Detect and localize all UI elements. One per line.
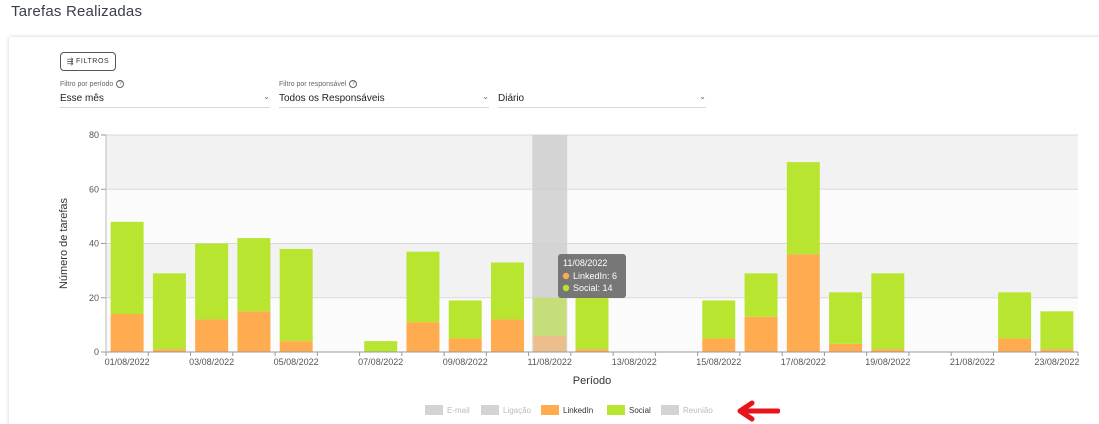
x-tick-label: 05/08/2022 [274, 357, 319, 367]
legend-label: Ligação [503, 406, 532, 415]
sliders-icon: ⇶ [66, 56, 75, 66]
period-select[interactable]: Esse mês ⌄ [60, 92, 270, 108]
legend-swatch-social [607, 405, 625, 415]
granularity-select[interactable]: Diário ⌄ [498, 92, 706, 108]
tooltip-box [558, 254, 626, 298]
bar-social-07/08/2022 [364, 341, 398, 352]
bar-social-17/08/2022 [786, 162, 820, 255]
legend-label: Reunião [683, 406, 713, 415]
tooltip-marker [562, 284, 570, 292]
responsible-select-value: Todos os Responsáveis [279, 93, 385, 104]
tooltip-title: 11/08/2022 [563, 258, 607, 268]
filters-button-label: FILTROS [76, 58, 110, 65]
x-tick-label: 15/08/2022 [696, 357, 741, 367]
period-filter-label: Filtro por período ? [60, 80, 125, 88]
bar-social-22/08/2022 [998, 292, 1032, 339]
bar-linkedin-08/08/2022 [406, 322, 440, 352]
y-tick-label: 40 [89, 239, 99, 249]
legend-swatch-ligação [481, 405, 499, 415]
bar-social-01/08/2022 [110, 221, 144, 315]
x-tick-label: 21/08/2022 [950, 357, 995, 367]
grid-band [106, 189, 1078, 244]
x-axis-title: Período [573, 375, 612, 387]
bar-linkedin-11/08/2022 [533, 335, 567, 352]
page-title: Tarefas Realizadas [11, 3, 143, 20]
bar-social-12/08/2022 [575, 297, 609, 350]
bar-linkedin-15/08/2022 [702, 338, 736, 352]
help-icon[interactable]: ? [349, 80, 358, 88]
bar-social-19/08/2022 [871, 273, 905, 350]
bar-linkedin-18/08/2022 [829, 343, 863, 352]
bar-linkedin-04/08/2022 [237, 311, 271, 352]
bar-linkedin-01/08/2022 [110, 314, 144, 352]
bar-linkedin-03/08/2022 [195, 319, 229, 352]
bar-linkedin-09/08/2022 [448, 338, 482, 352]
filters-button[interactable]: ⇶ FILTROS [60, 52, 116, 71]
bar-social-10/08/2022 [490, 262, 524, 320]
y-tick-label: 0 [94, 347, 99, 357]
tooltip-item: Social: 14 [573, 283, 613, 293]
legend-swatch-e-mail [425, 405, 443, 415]
x-tick-label: 07/08/2022 [358, 357, 403, 367]
bar-linkedin-19/08/2022 [871, 349, 905, 352]
legend-swatch-linkedin [541, 405, 559, 415]
bar-social-02/08/2022 [152, 273, 186, 350]
bar-linkedin-02/08/2022 [152, 349, 186, 352]
y-axis-title: Número de tarefas [58, 197, 70, 289]
legend-swatch-reunião [661, 405, 679, 415]
bar-social-11/08/2022 [533, 297, 567, 336]
bar-social-09/08/2022 [448, 300, 482, 339]
bar-social-03/08/2022 [195, 243, 229, 320]
grid-band [106, 135, 1078, 190]
bar-linkedin-12/08/2022 [575, 349, 609, 352]
chevron-down-icon: ⌄ [263, 92, 270, 101]
legend-label: LinkedIn [563, 406, 593, 415]
x-tick-label: 23/08/2022 [1034, 357, 1079, 367]
chevron-down-icon: ⌄ [482, 92, 489, 101]
bar-linkedin-23/08/2022 [1040, 349, 1074, 352]
bar-linkedin-10/08/2022 [490, 319, 524, 352]
red-arrow-annotation [737, 400, 780, 422]
tooltip-marker [562, 272, 570, 280]
y-tick-label: 60 [89, 184, 99, 194]
x-tick-label: 17/08/2022 [781, 357, 826, 367]
responsible-select[interactable]: Todos os Responsáveis ⌄ [279, 92, 489, 108]
x-tick-label: 11/08/2022 [528, 357, 572, 367]
x-tick-label: 09/08/2022 [443, 357, 488, 367]
bar-linkedin-16/08/2022 [744, 316, 778, 352]
legend-label: E-mail [447, 406, 470, 415]
bar-linkedin-05/08/2022 [279, 341, 313, 352]
x-tick-label: 13/08/2022 [612, 357, 657, 367]
help-icon[interactable]: ? [116, 80, 125, 88]
responsible-filter-label: Filtro por responsável ? [279, 80, 358, 88]
period-filter-label-text: Filtro por período [60, 80, 114, 88]
chevron-down-icon: ⌄ [699, 92, 706, 101]
tooltip-item: LinkedIn: 6 [573, 271, 617, 281]
bar-social-18/08/2022 [829, 292, 863, 344]
bar-social-04/08/2022 [237, 238, 271, 312]
bar-social-16/08/2022 [744, 273, 778, 317]
bar-social-15/08/2022 [702, 300, 736, 339]
bar-social-23/08/2022 [1040, 311, 1074, 350]
granularity-select-value: Diário [498, 93, 525, 104]
x-tick-label: 19/08/2022 [865, 357, 910, 367]
x-tick-label: 01/08/2022 [105, 357, 150, 367]
x-tick-label: 03/08/2022 [189, 357, 234, 367]
bar-social-05/08/2022 [279, 248, 313, 342]
bar-linkedin-22/08/2022 [998, 338, 1032, 352]
bar-linkedin-17/08/2022 [786, 254, 820, 352]
y-tick-label: 80 [89, 130, 99, 140]
legend-label: Social [629, 406, 651, 415]
period-select-value: Esse mês [60, 93, 104, 104]
y-tick-label: 20 [89, 293, 99, 303]
responsible-filter-label-text: Filtro por responsável [279, 80, 347, 88]
bar-social-08/08/2022 [406, 251, 440, 323]
